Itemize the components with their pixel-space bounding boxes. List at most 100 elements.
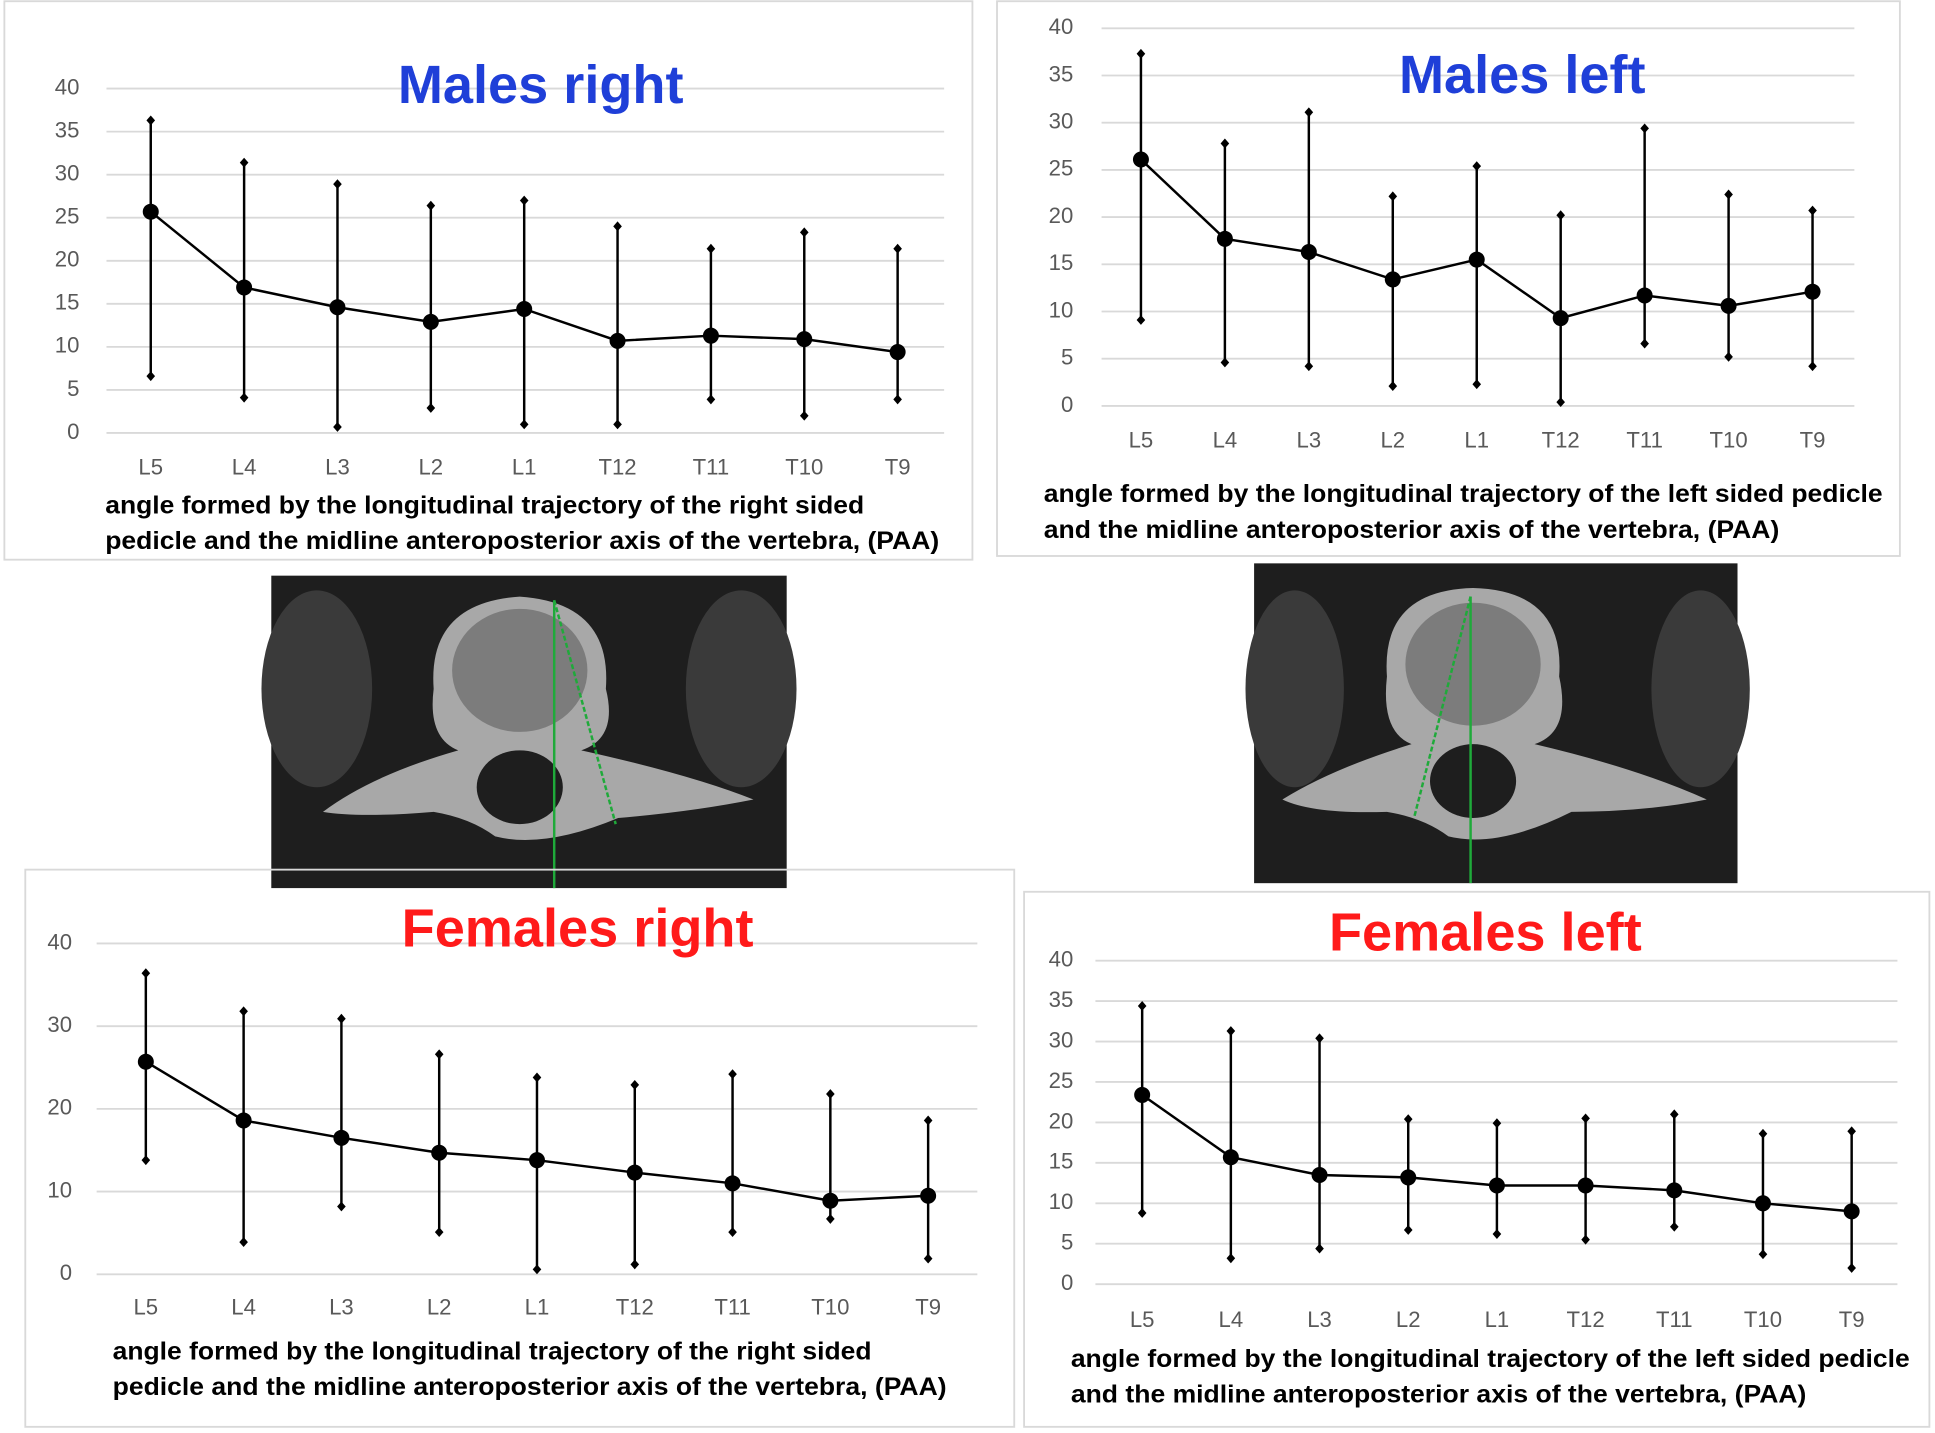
error-cap (532, 1072, 542, 1083)
mean-point (422, 313, 439, 330)
x-tick-label: T11 (1656, 1307, 1692, 1332)
error-cap (893, 243, 902, 254)
error-cap (1472, 379, 1482, 390)
error-cap (426, 200, 436, 211)
mean-point (1804, 283, 1821, 300)
error-cap (613, 419, 622, 430)
error-cap (434, 1049, 444, 1060)
y-tick-label: 25 (1049, 156, 1074, 181)
mean-point (796, 331, 813, 348)
y-tick-label: 5 (1061, 345, 1073, 370)
chart-panel: 0 10 20 30 40 L5 L4 L3 L2 L1 T12 T11 T10 T9 Females ri… (24, 868, 1016, 1428)
x-tick-label: L4 (232, 454, 257, 479)
y-tick-label: 0 (60, 1260, 72, 1285)
error-cap (1669, 1221, 1679, 1232)
x-tick-label: L3 (1307, 1307, 1332, 1332)
x-tick-label: L3 (1297, 427, 1322, 452)
x-tick-label: T10 (785, 454, 823, 479)
mean-point (329, 299, 346, 316)
error-cap (1226, 1026, 1236, 1036)
error-cap (1472, 161, 1482, 172)
chart-title: Males right (398, 55, 684, 115)
mean-point (920, 1187, 937, 1204)
y-tick-label: 0 (67, 419, 79, 444)
error-cap (1669, 1109, 1679, 1120)
mean-point (626, 1164, 643, 1181)
x-tick-label: T9 (1800, 427, 1826, 452)
x-tick-label: L1 (1485, 1307, 1510, 1332)
y-tick-label: 25 (1049, 1068, 1074, 1093)
y-tick-label: 35 (55, 117, 80, 142)
mean-point (235, 1112, 252, 1129)
error-cap (630, 1079, 640, 1090)
mean-point (431, 1144, 448, 1161)
error-cap (1808, 361, 1817, 372)
y-tick-label: 30 (1049, 1027, 1074, 1052)
error-cap (1220, 138, 1230, 149)
error-cap (519, 419, 529, 430)
error-cap (1403, 1114, 1413, 1125)
error-cap (728, 1069, 737, 1080)
y-tick-label: 40 (55, 74, 80, 99)
error-cap (1304, 107, 1314, 118)
error-cap (1315, 1243, 1324, 1254)
chart-panel: 0 5 10 15 20 25 30 35 40 L5 L4 L3 L2 L1 T12 T11 T10 T9 Mal… (996, 0, 1901, 557)
x-tick-label: L3 (325, 454, 350, 479)
caption: and the midline anteroposterior axis of … (1044, 517, 1780, 544)
y-tick-label: 35 (1049, 987, 1074, 1012)
error-cap (826, 1089, 835, 1099)
mean-point (1400, 1169, 1417, 1186)
error-cap (141, 1155, 151, 1166)
y-tick-label: 15 (1049, 1149, 1074, 1174)
x-tick-label: L2 (427, 1295, 452, 1320)
x-tick-label: L5 (1129, 427, 1154, 452)
y-tick-label: 15 (55, 290, 80, 315)
mean-point (1666, 1182, 1683, 1199)
x-tick-label: T9 (885, 454, 911, 479)
mean-point (822, 1192, 839, 1209)
error-cap (141, 968, 151, 979)
y-tick-label: 30 (1049, 109, 1074, 134)
x-tick-label: T11 (714, 1295, 750, 1320)
mean-point (1311, 1166, 1328, 1183)
error-cap (1137, 1001, 1147, 1011)
error-cap (1492, 1118, 1502, 1129)
error-cap (728, 1227, 737, 1238)
error-cap (146, 371, 156, 382)
error-cap (1724, 351, 1733, 362)
x-tick-label: T11 (693, 454, 729, 479)
x-tick-label: L4 (231, 1295, 256, 1320)
x-tick-label: T12 (1542, 427, 1580, 452)
error-cap (1136, 48, 1146, 59)
mean-point (1132, 151, 1149, 168)
x-tick-label: L5 (138, 454, 163, 479)
y-tick-label: 10 (1049, 297, 1074, 322)
error-cap (613, 221, 622, 232)
x-tick-label: T9 (1839, 1307, 1865, 1332)
error-cap (239, 1006, 248, 1017)
error-cap (239, 392, 249, 403)
error-cap (146, 115, 156, 126)
y-tick-label: 30 (47, 1012, 72, 1037)
caption: angle formed by the longitudinal traject… (105, 492, 864, 519)
x-tick-label: T10 (1744, 1307, 1782, 1332)
mean-point (702, 327, 719, 344)
error-cap (1304, 361, 1314, 372)
mean-point (724, 1175, 741, 1192)
ct-image-right (261, 575, 797, 889)
error-cap (923, 1253, 933, 1264)
y-tick-label: 0 (1061, 1270, 1073, 1295)
error-cap (333, 179, 342, 190)
x-tick-label: L3 (329, 1295, 354, 1320)
mean-point (1636, 287, 1653, 304)
error-cap (1640, 338, 1649, 349)
mean-point (1468, 251, 1485, 268)
mean-point (609, 332, 626, 349)
mean-point (528, 1152, 545, 1169)
chart-title: Males left (1399, 45, 1646, 105)
x-tick-label: L2 (1380, 427, 1405, 452)
error-cap (1758, 1249, 1768, 1260)
y-tick-label: 20 (55, 247, 80, 272)
